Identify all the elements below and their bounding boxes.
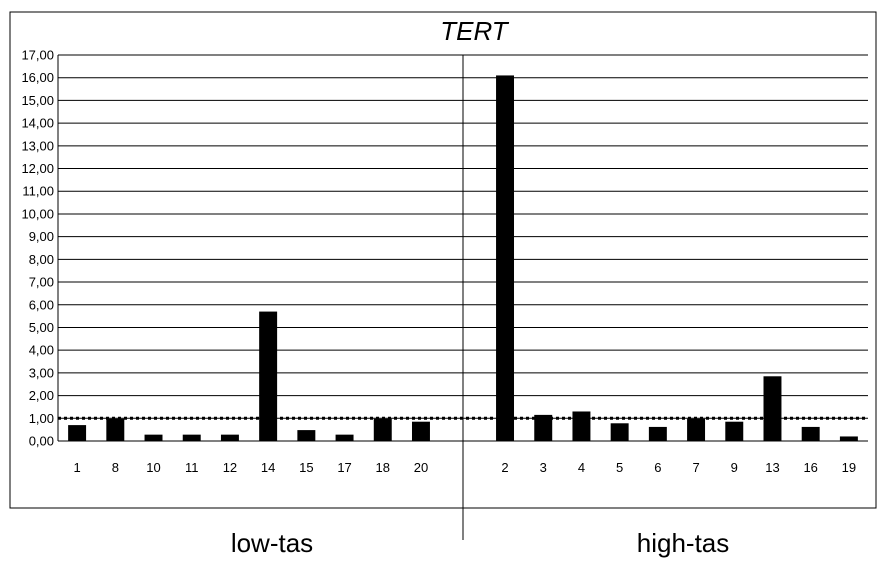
x-tick-label: 18 [376,460,390,475]
chart-title: TERT [440,16,510,46]
bar [297,430,316,441]
bar [610,423,629,441]
bar [411,421,430,441]
bar [220,434,239,441]
bar [182,434,201,441]
y-tick-label: 3,00 [29,365,54,380]
bar [763,376,782,441]
x-tick-label: 20 [414,460,428,475]
bar [496,75,515,441]
x-tick-label: 5 [616,460,623,475]
plot-area-frame [9,11,877,509]
bar [144,434,163,441]
y-axis-tick-labels: 0,00 1,00 2,00 3,00 4,00 5,00 6,00 7,00 8,00 9,00… [21,48,54,449]
x-tick-label: 10 [146,460,160,475]
y-tick-label: 0,00 [29,434,54,449]
bar [373,418,392,441]
bar [572,411,591,441]
group-label-low: low-tas [231,528,313,558]
x-tick-label: 17 [337,460,351,475]
bar [106,418,125,441]
y-tick-label: 7,00 [29,275,54,290]
y-tick-label: 8,00 [29,252,54,267]
x-tick-label: 12 [223,460,237,475]
x-axis-tick-labels: 1 8 10 11 12 14 15 17 18 20 2 3 4 5 6 7 9 13 16 19 [73,460,856,475]
y-tick-label: 1,00 [29,411,54,426]
bar [68,425,87,441]
y-tick-label: 4,00 [29,343,54,358]
y-tick-label: 17,00 [21,48,54,63]
bar [687,418,706,441]
x-tick-label: 19 [842,460,856,475]
bar [534,414,553,441]
bar [259,311,278,441]
y-tick-label: 11,00 [22,184,54,199]
x-tick-label: 15 [299,460,313,475]
x-tick-label: 16 [803,460,817,475]
y-tick-label: 15,00 [21,93,54,108]
y-tick-label: 14,00 [21,116,54,131]
x-tick-label: 6 [654,460,661,475]
x-tick-label: 8 [112,460,119,475]
bar [648,426,667,441]
x-tick-label: 11 [185,460,199,475]
x-tick-label: 14 [261,460,275,475]
group-label-high: high-tas [637,528,730,558]
bar [839,436,858,441]
x-tick-label: 2 [501,460,508,475]
y-tick-label: 12,00 [21,161,54,176]
y-tick-label: 6,00 [29,297,54,312]
x-tick-label: 4 [578,460,585,475]
x-tick-label: 9 [731,460,738,475]
x-tick-label: 13 [765,460,779,475]
bar [725,421,744,441]
bar [801,426,820,441]
bar [335,434,354,441]
y-tick-label: 5,00 [29,320,54,335]
bars [68,75,858,441]
x-tick-label: 3 [540,460,547,475]
y-tick-label: 2,00 [29,388,54,403]
x-tick-label: 7 [692,460,699,475]
y-tick-label: 10,00 [21,206,54,221]
y-tick-label: 9,00 [29,229,54,244]
y-tick-label: 16,00 [21,70,54,85]
y-tick-label: 13,00 [21,138,54,153]
x-tick-label: 1 [73,460,80,475]
